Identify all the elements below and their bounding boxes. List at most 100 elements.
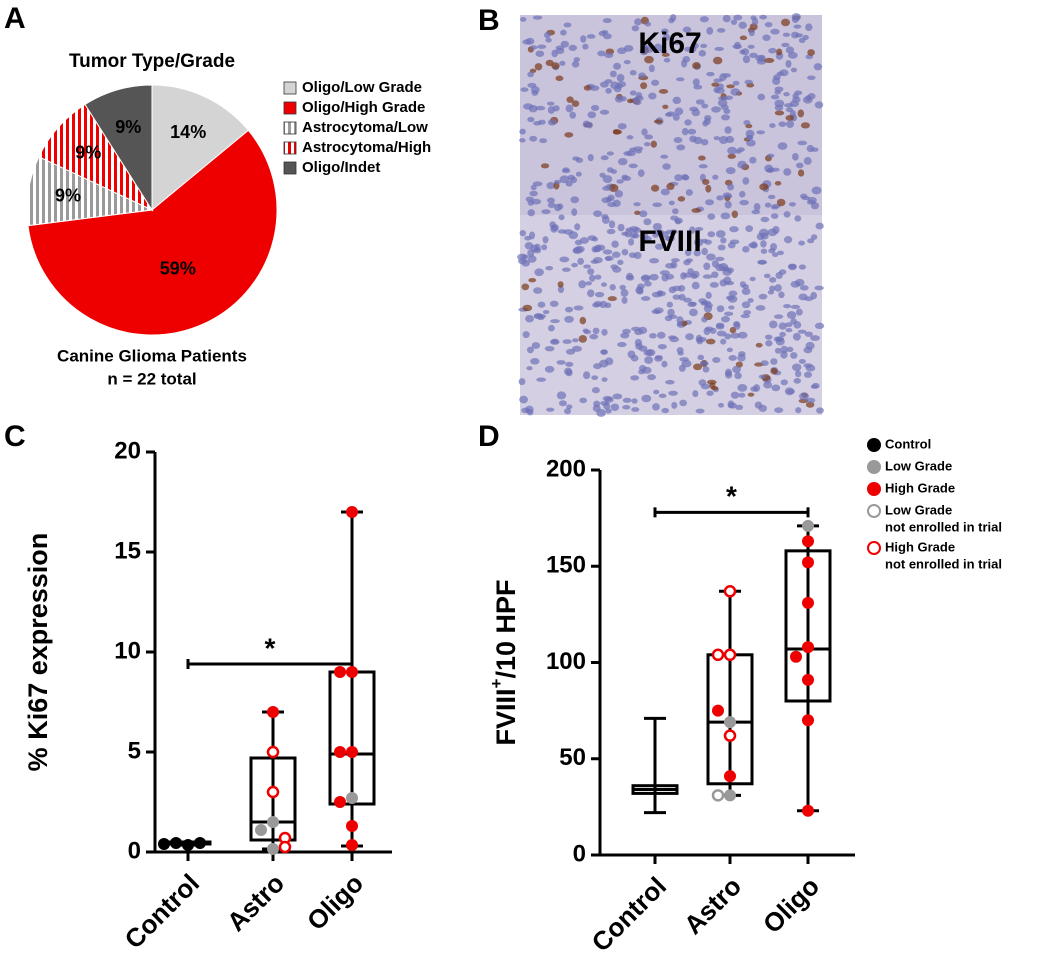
data-point <box>711 648 725 662</box>
data-point <box>170 837 182 849</box>
data-point <box>802 673 814 686</box>
data-point <box>802 641 814 654</box>
legend-label: Low Grade <box>885 458 952 473</box>
legend-label: Oligo/High Grade <box>302 99 425 116</box>
y-axis-label: % Ki67 expression <box>23 533 53 772</box>
panel-label: C <box>4 420 26 453</box>
legend-marker <box>867 460 881 474</box>
legend-label: High Grade <box>885 480 955 495</box>
panel-label: D <box>478 420 500 453</box>
data-point <box>346 820 358 832</box>
y-tick-label: 100 <box>546 648 586 675</box>
panel-label: B <box>478 4 500 37</box>
legend-marker <box>867 541 881 555</box>
data-point <box>346 666 358 678</box>
legend-label: Astrocytoma/Low <box>302 119 428 136</box>
legend-swatch <box>283 161 297 175</box>
significance-label: * <box>265 632 276 663</box>
slice-label: 9% <box>55 185 81 205</box>
y-tick-label: 0 <box>128 837 141 864</box>
micrograph: Ki67 FVIII <box>517 13 825 417</box>
data-point <box>346 506 358 518</box>
y-tick-label: 50 <box>559 744 586 771</box>
data-point <box>266 745 280 759</box>
y-axis-label-part: /10 HPF <box>491 580 521 679</box>
data-point <box>712 704 724 717</box>
caption: n = 22 total <box>107 369 196 388</box>
data-point <box>346 839 358 851</box>
y-tick-label: 15 <box>114 537 141 564</box>
data-point <box>346 746 358 758</box>
data-point <box>182 839 194 851</box>
slice-label: 9% <box>115 117 141 137</box>
y-axis-label-part: + <box>487 678 506 688</box>
y-axis-label: FVIII+/10 HPF <box>487 580 521 746</box>
data-point <box>266 785 280 799</box>
x-tick-label: Oligo <box>757 871 825 939</box>
data-point <box>255 824 267 836</box>
data-point <box>802 556 814 569</box>
data-point <box>790 650 802 663</box>
data-point <box>158 838 170 850</box>
y-tick-label: 0 <box>573 840 586 867</box>
legend-label: Oligo/Indet <box>302 159 380 176</box>
slice-label: 9% <box>75 143 101 163</box>
legend-label: Low Grade <box>885 502 952 517</box>
pie-slice <box>27 129 278 336</box>
pie-slice <box>84 84 153 212</box>
y-tick-label: 10 <box>114 637 141 664</box>
data-point <box>334 746 346 758</box>
legend-label: Astrocytoma/High <box>302 139 431 156</box>
data-point <box>802 519 814 532</box>
legend-label: not enrolled in trial <box>885 519 1002 534</box>
y-tick-label: 20 <box>114 437 141 464</box>
y-tick-label: 150 <box>546 552 586 579</box>
pie-slice <box>151 84 250 212</box>
data-point <box>802 535 814 548</box>
legend-label: Oligo/Low Grade <box>302 79 422 96</box>
legend-marker <box>867 438 881 452</box>
legend-swatch <box>283 101 297 115</box>
x-tick-label: Control <box>586 871 673 958</box>
data-point <box>334 796 346 808</box>
legend-marker <box>867 504 881 518</box>
data-point <box>711 789 725 802</box>
image-caption: Ki67 <box>638 27 701 60</box>
data-point <box>278 840 292 854</box>
data-point <box>723 585 737 598</box>
x-tick-label: Astro <box>678 871 747 940</box>
data-point <box>334 666 346 678</box>
data-point <box>724 716 736 729</box>
data-point <box>267 706 279 718</box>
y-axis-label-part: FVIII <box>491 688 521 745</box>
data-point <box>724 770 736 783</box>
legend-swatch <box>283 141 297 155</box>
panel-label: A <box>4 2 26 35</box>
data-point <box>194 837 206 849</box>
data-point <box>267 816 279 828</box>
data-point <box>802 714 814 727</box>
data-point <box>346 792 358 804</box>
legend-label: High Grade <box>885 539 955 554</box>
legend-swatch <box>283 121 297 135</box>
image-caption: FVIII <box>638 225 701 258</box>
x-tick-label: Astro <box>221 868 290 937</box>
data-point <box>724 789 736 802</box>
data-point <box>802 804 814 817</box>
box <box>784 549 832 703</box>
slice-label: 59% <box>160 258 196 278</box>
data-point <box>723 648 737 662</box>
legend-label: not enrolled in trial <box>885 556 1002 571</box>
caption: Canine Glioma Patients <box>57 346 247 365</box>
legend-swatch <box>283 81 297 95</box>
y-tick-label: 5 <box>128 737 141 764</box>
legend-marker <box>867 482 881 496</box>
data-point <box>267 843 279 855</box>
chart-title: Tumor Type/Grade <box>69 51 235 72</box>
data-point <box>802 596 814 609</box>
y-tick-label: 200 <box>546 455 586 482</box>
x-tick-label: Oligo <box>301 868 369 936</box>
significance-label: * <box>726 481 737 512</box>
data-point <box>723 729 737 742</box>
